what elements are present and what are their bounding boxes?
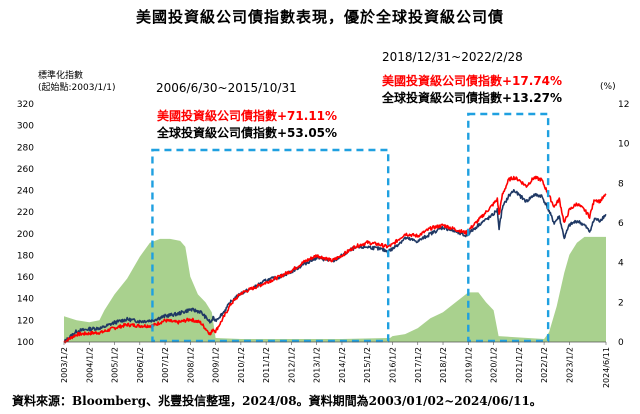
x-tick-label: 2009/1/2 [212,347,221,383]
annotation-global-return-2: 全球投資級公司債指數+13.27% [381,90,562,105]
x-tick-label: 2008/1/2 [186,347,195,383]
x-tick-label: 2022/1/2 [540,347,549,383]
x-tick-label: 2015/1/2 [363,347,372,383]
x-tick-label: 2014/1/2 [338,347,347,383]
left-tick-label: 220 [17,208,34,218]
left-axis-label-1: 標準化指數 [38,69,83,81]
x-tick-label: 2019/1/2 [464,347,473,383]
x-tick-label: 2007/1/2 [161,347,170,383]
left-tick-label: 300 [17,122,34,132]
left-tick-label: 180 [17,251,34,261]
annotation-boxes [151,112,550,343]
x-tick-label: 2012/1/2 [287,347,296,383]
x-tick-label: 2011/1/2 [262,347,271,383]
annotation-period-2: 2018/12/31~2022/2/28 [382,50,523,64]
x-tick-label: 2005/1/2 [111,347,120,383]
series-lines [63,175,607,344]
axis-labels: 標準化指數 (起始點:2003/1/1) (%) [38,69,616,93]
x-tick-label: 2017/1/2 [414,347,423,383]
x-tick-label: 2023/1/2 [565,347,574,383]
right-tick-label: 8 [618,179,624,189]
annotations: 2006/6/30~2015/10/31 美國投資級公司債指數+71.11% 全… [156,50,562,140]
left-tick-label: 240 [17,187,34,197]
us-ig-index-line [63,175,607,344]
x-tick-label: 2004/1/2 [85,347,94,383]
x-tick-label: 2006/1/2 [136,347,145,383]
right-tick-label: 10 [618,140,630,150]
left-tick-label: 100 [17,338,34,348]
annotation-box [151,148,390,343]
right-tick-label: 2 [618,298,624,308]
x-tick-label: 2024/6/11 [602,347,611,388]
left-tick-label: 200 [17,230,34,240]
left-axis-label-2: (起始點:2003/1/1) [38,81,115,93]
axes: 100 120 140 160 180 200 220 240 260 280 300 320 0 2 4 6… [17,100,630,388]
annotation-box [467,112,550,343]
x-tick-label: 2013/1/2 [313,347,322,383]
annotation-global-return-1: 全球投資級公司債指數+53.05% [156,125,337,140]
left-tick-label: 160 [17,273,34,283]
x-tick-label: 2020/1/2 [490,347,499,383]
x-tick-label: 2018/1/2 [439,347,448,383]
right-tick-label: 12 [618,100,629,110]
page-title: 美國投資級公司債指數表現，優於全球投資級公司債 [135,8,504,26]
left-tick-label: 120 [17,316,34,326]
right-tick-label: 4 [618,259,624,269]
left-tick-label: 320 [17,100,34,110]
left-tick-label: 280 [17,143,34,153]
right-tick-label: 6 [618,219,624,229]
annotation-us-return-2: 美國投資級公司債指數+17.74% [382,73,562,88]
x-tick-label: 2010/1/2 [237,347,246,383]
fed-rate-area-fill [64,236,606,342]
annotation-us-return-1: 美國投資級公司債指數+71.11% [157,108,337,123]
x-tick-label: 2016/1/2 [388,347,397,383]
x-tick-label: 2003/1/2 [60,347,69,383]
right-axis-unit: (%) [600,82,616,92]
right-tick-label: 0 [618,338,624,348]
annotation-period-1: 2006/6/30~2015/10/31 [156,81,297,95]
source-note: 資料來源：Bloomberg、兆豐投信整理，2024/08。資料期間為2003/… [12,394,542,408]
left-tick-label: 260 [17,165,34,175]
x-tick-label: 2021/1/2 [515,347,524,383]
fed-rate-area [64,236,606,342]
left-tick-label: 140 [17,295,34,305]
